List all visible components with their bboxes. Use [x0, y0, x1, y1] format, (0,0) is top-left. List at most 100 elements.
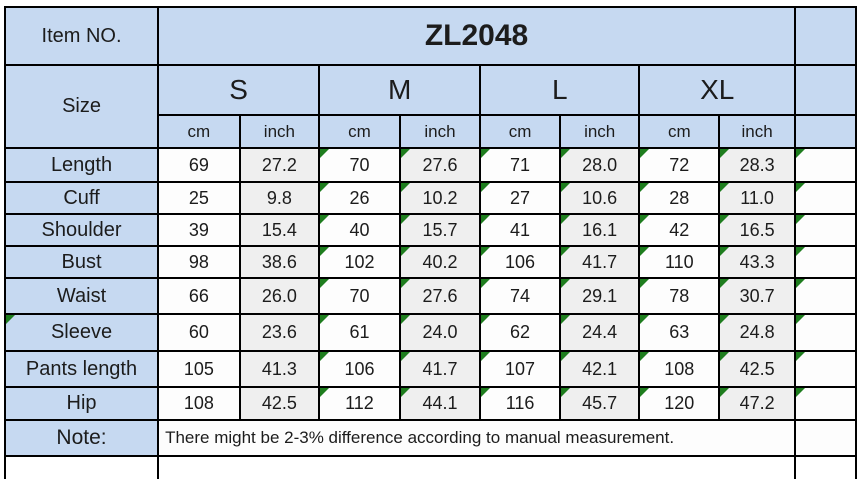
measure-value: 44.1: [398, 386, 482, 421]
error-flag-icon: [401, 280, 410, 288]
error-flag-icon: [561, 216, 570, 224]
measure-value: 106: [318, 350, 401, 388]
cutoff-column-cell: [794, 114, 857, 149]
measure-value: 63: [638, 313, 721, 352]
table-row-hip: Hip 108 42.5 112 44.1 116 45.7 120 47.2: [3, 386, 857, 421]
measure-value: 40: [318, 213, 401, 247]
measure-value: 42.5: [238, 386, 321, 421]
unit-header-inch: inch: [398, 114, 482, 149]
error-flag-icon: [401, 248, 410, 256]
measure-value: 15.7: [398, 213, 482, 247]
error-flag-icon: [721, 216, 730, 224]
cutoff-column-cell: [794, 213, 857, 247]
measure-value: 41.7: [558, 245, 641, 279]
measure-value: 27.2: [238, 147, 321, 183]
measure-value: 27.6: [398, 277, 482, 315]
error-flag-icon: [561, 150, 570, 158]
cutoff-column-cell: [794, 245, 857, 279]
error-flag-icon: [401, 184, 410, 192]
error-flag-icon: [321, 280, 330, 288]
size-header-m: M: [318, 64, 482, 116]
cutoff-bottom-row: [3, 455, 857, 479]
measure-value: 62: [479, 313, 561, 352]
measure-value: 23.6: [238, 313, 321, 352]
unit-header-inch: inch: [238, 114, 321, 149]
measure-value: 42.5: [718, 350, 797, 388]
unit-header-cm: cm: [479, 114, 561, 149]
error-flag-icon: [721, 150, 730, 158]
error-flag-icon: [797, 389, 806, 397]
measure-value: 9.8: [238, 181, 321, 215]
error-flag-icon: [721, 353, 730, 361]
error-flag-icon: [482, 316, 491, 324]
error-flag-icon: [482, 389, 491, 397]
measure-value: 41.3: [238, 350, 321, 388]
measure-value: 98: [157, 245, 241, 279]
cutoff-cell: [157, 455, 797, 479]
measure-value: 30.7: [718, 277, 797, 315]
error-flag-icon: [721, 389, 730, 397]
measure-value: 43.3: [718, 245, 797, 279]
cutoff-column-cell: [794, 64, 857, 116]
note-text: There might be 2-3% difference according…: [157, 419, 797, 457]
measure-label: Cuff: [3, 181, 160, 215]
error-flag-icon: [641, 184, 650, 192]
measure-value: 61: [318, 313, 401, 352]
measure-value: 41: [479, 213, 561, 247]
measure-value: 40.2: [398, 245, 482, 279]
measure-value: 47.2: [718, 386, 797, 421]
error-flag-icon: [482, 248, 491, 256]
measure-value: 120: [638, 386, 721, 421]
error-flag-icon: [641, 216, 650, 224]
error-flag-icon: [7, 316, 15, 324]
error-flag-icon: [482, 216, 491, 224]
measure-value: 16.5: [718, 213, 797, 247]
size-header-row: Size S M L XL: [3, 64, 857, 149]
error-flag-icon: [797, 248, 806, 256]
error-flag-icon: [401, 150, 410, 158]
measure-value: 45.7: [558, 386, 641, 421]
error-flag-icon: [561, 184, 570, 192]
item-row: Item NO. ZL2048: [3, 6, 857, 66]
error-flag-icon: [641, 150, 650, 158]
error-flag-icon: [482, 353, 491, 361]
error-flag-icon: [641, 389, 650, 397]
measure-label: Pants length: [3, 350, 160, 388]
error-flag-icon: [797, 216, 806, 224]
measure-value: 25: [157, 181, 241, 215]
note-label: Note:: [3, 419, 160, 457]
measure-value: 24.4: [558, 313, 641, 352]
error-flag-icon: [401, 316, 410, 324]
measure-value: 102: [318, 245, 401, 279]
error-flag-icon: [797, 353, 806, 361]
table-row-shoulder: Shoulder 39 15.4 40 15.7 41 16.1 42 16.5: [3, 213, 857, 247]
measure-value: 42.1: [558, 350, 641, 388]
error-flag-icon: [641, 280, 650, 288]
error-flag-icon: [641, 353, 650, 361]
measure-value: 105: [157, 350, 241, 388]
unit-header-cm: cm: [157, 114, 241, 149]
measure-value: 60: [157, 313, 241, 352]
size-header-xl: XL: [638, 64, 797, 116]
measure-value: 42: [638, 213, 721, 247]
unit-header-inch: inch: [558, 114, 641, 149]
error-flag-icon: [482, 184, 491, 192]
error-flag-icon: [321, 389, 330, 397]
measure-value: 70: [318, 277, 401, 315]
error-flag-icon: [401, 353, 410, 361]
error-flag-icon: [641, 316, 650, 324]
cutoff-column-cell: [794, 181, 857, 215]
measure-value: 69: [157, 147, 241, 183]
cutoff-cell: [794, 455, 857, 479]
item-no-label: Item NO.: [3, 6, 160, 66]
error-flag-icon: [641, 248, 650, 256]
measure-value: 108: [638, 350, 721, 388]
error-flag-icon: [797, 280, 806, 288]
unit-header-row: cm inch cm inch cm inch cm inch: [5, 114, 857, 149]
measure-value: 71: [479, 147, 561, 183]
cutoff-column-cell: [794, 147, 857, 183]
measure-label: Shoulder: [3, 213, 160, 247]
measure-value: 116: [479, 386, 561, 421]
error-flag-icon: [321, 316, 330, 324]
error-flag-icon: [482, 280, 491, 288]
